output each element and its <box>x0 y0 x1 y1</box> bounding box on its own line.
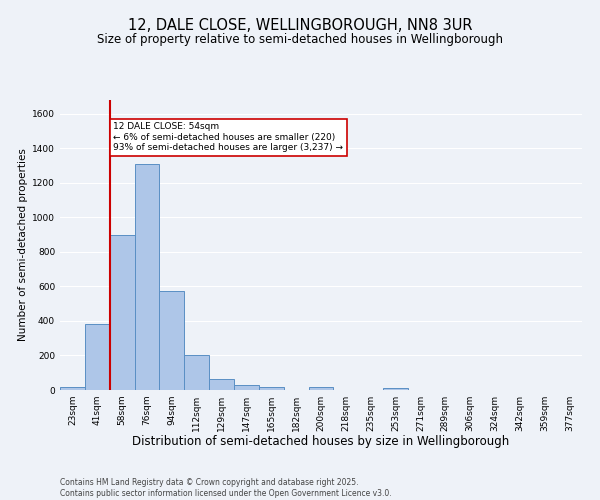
Bar <box>160 290 184 390</box>
Bar <box>308 388 334 390</box>
Bar <box>184 356 209 390</box>
Bar <box>60 386 85 390</box>
Text: 12 DALE CLOSE: 54sqm
← 6% of semi-detached houses are smaller (220)
93% of semi-: 12 DALE CLOSE: 54sqm ← 6% of semi-detach… <box>113 122 343 152</box>
Bar <box>110 234 134 390</box>
X-axis label: Distribution of semi-detached houses by size in Wellingborough: Distribution of semi-detached houses by … <box>133 436 509 448</box>
Bar <box>85 324 110 390</box>
Bar <box>383 388 408 390</box>
Bar <box>134 164 160 390</box>
Bar <box>234 385 259 390</box>
Text: 12, DALE CLOSE, WELLINGBOROUGH, NN8 3UR: 12, DALE CLOSE, WELLINGBOROUGH, NN8 3UR <box>128 18 472 32</box>
Text: Size of property relative to semi-detached houses in Wellingborough: Size of property relative to semi-detach… <box>97 32 503 46</box>
Y-axis label: Number of semi-detached properties: Number of semi-detached properties <box>18 148 28 342</box>
Bar <box>259 388 284 390</box>
Text: Contains HM Land Registry data © Crown copyright and database right 2025.
Contai: Contains HM Land Registry data © Crown c… <box>60 478 392 498</box>
Bar <box>209 379 234 390</box>
